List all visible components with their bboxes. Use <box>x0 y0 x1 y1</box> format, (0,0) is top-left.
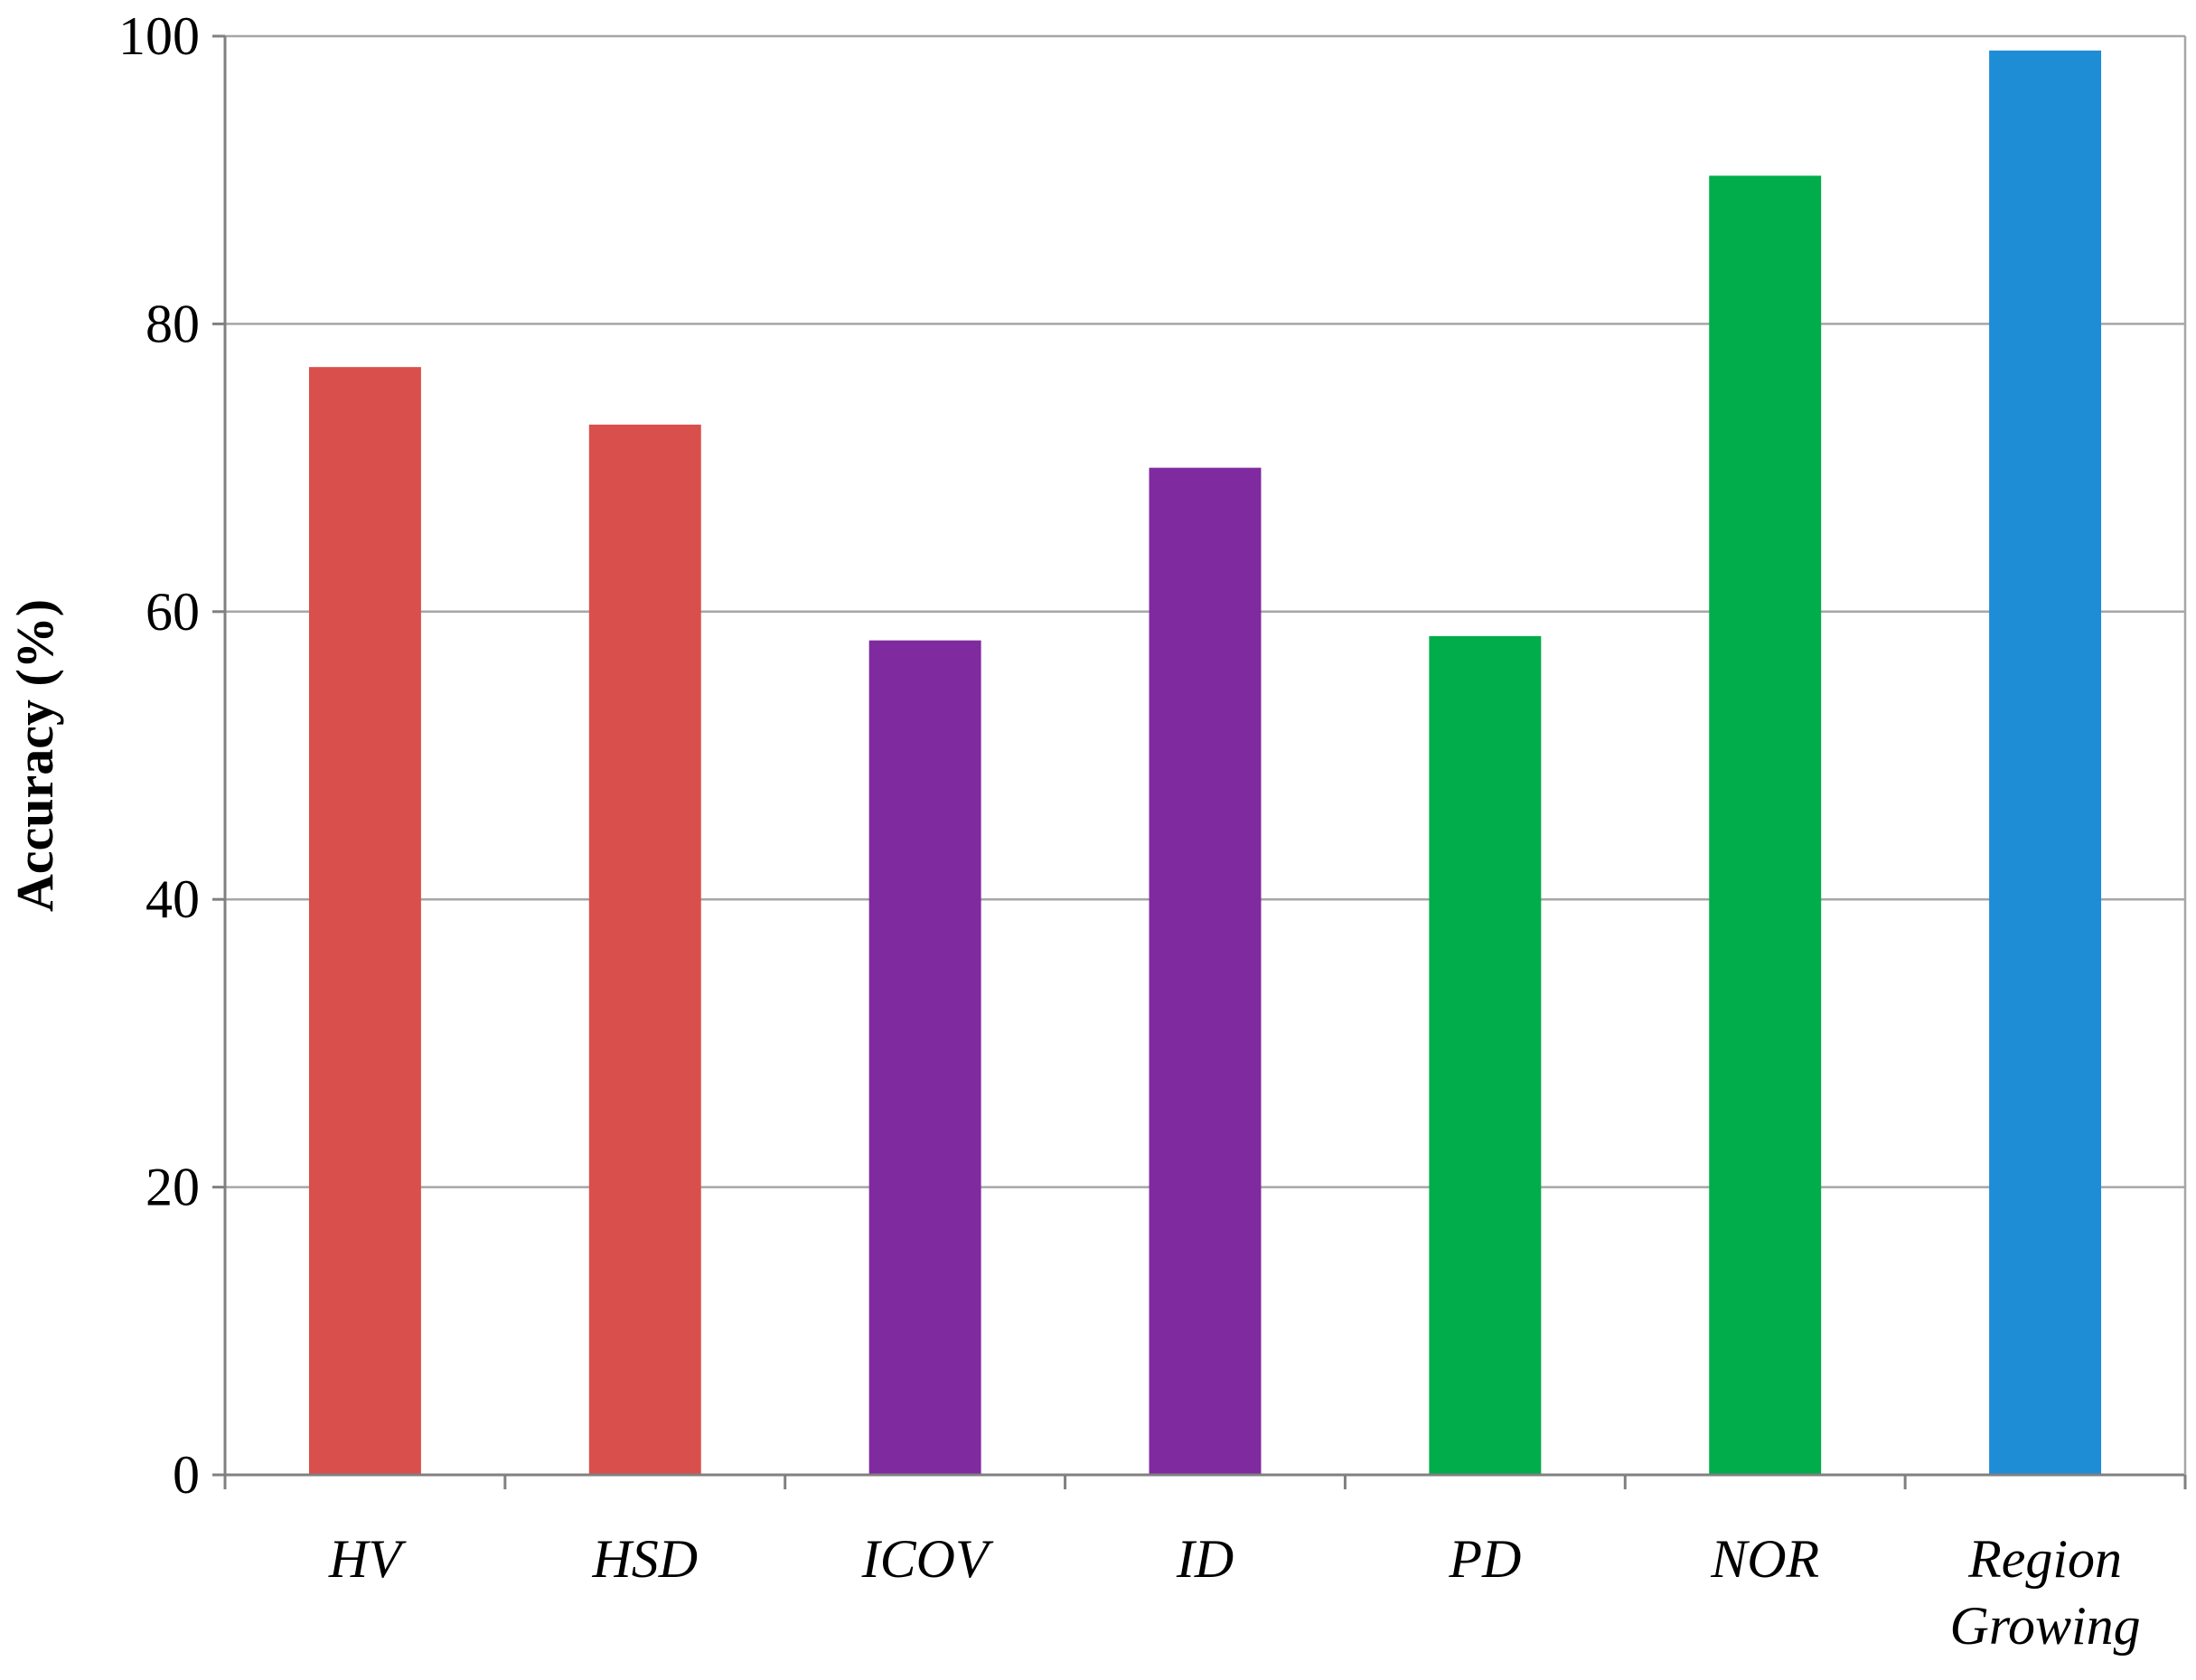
axes <box>212 34 2187 1489</box>
x-tick-label: Growing <box>1949 1596 2140 1656</box>
y-axis-title: Accuracy (%) <box>5 599 64 912</box>
bar <box>308 367 421 1475</box>
x-tick-label: HV <box>328 1529 407 1589</box>
x-tick-label: Region <box>1967 1529 2122 1589</box>
y-tick-label: 0 <box>173 1445 200 1505</box>
y-tick-label: 80 <box>145 294 200 353</box>
labels: 0 20 40 60 80 100 HV HSD ICOV ID PD NOR Region Growin… <box>5 6 2141 1656</box>
bar <box>1429 635 1542 1475</box>
bar <box>588 424 701 1476</box>
y-tick-label: 60 <box>145 582 200 642</box>
x-tick-label: NOR <box>1710 1529 1819 1589</box>
y-tick-label: 40 <box>145 869 200 929</box>
bar <box>1709 175 1822 1476</box>
y-tick-label: 20 <box>145 1158 200 1217</box>
bar <box>868 640 981 1475</box>
bars <box>308 50 2102 1476</box>
x-tick-label: ID <box>1176 1529 1234 1589</box>
bar <box>1149 467 1262 1475</box>
y-tick-label: 100 <box>118 6 200 66</box>
x-tick-label: PD <box>1448 1529 1521 1589</box>
bar <box>1989 50 2102 1475</box>
x-tick-label: HSD <box>591 1529 698 1589</box>
x-tick-label: ICOV <box>861 1529 994 1589</box>
